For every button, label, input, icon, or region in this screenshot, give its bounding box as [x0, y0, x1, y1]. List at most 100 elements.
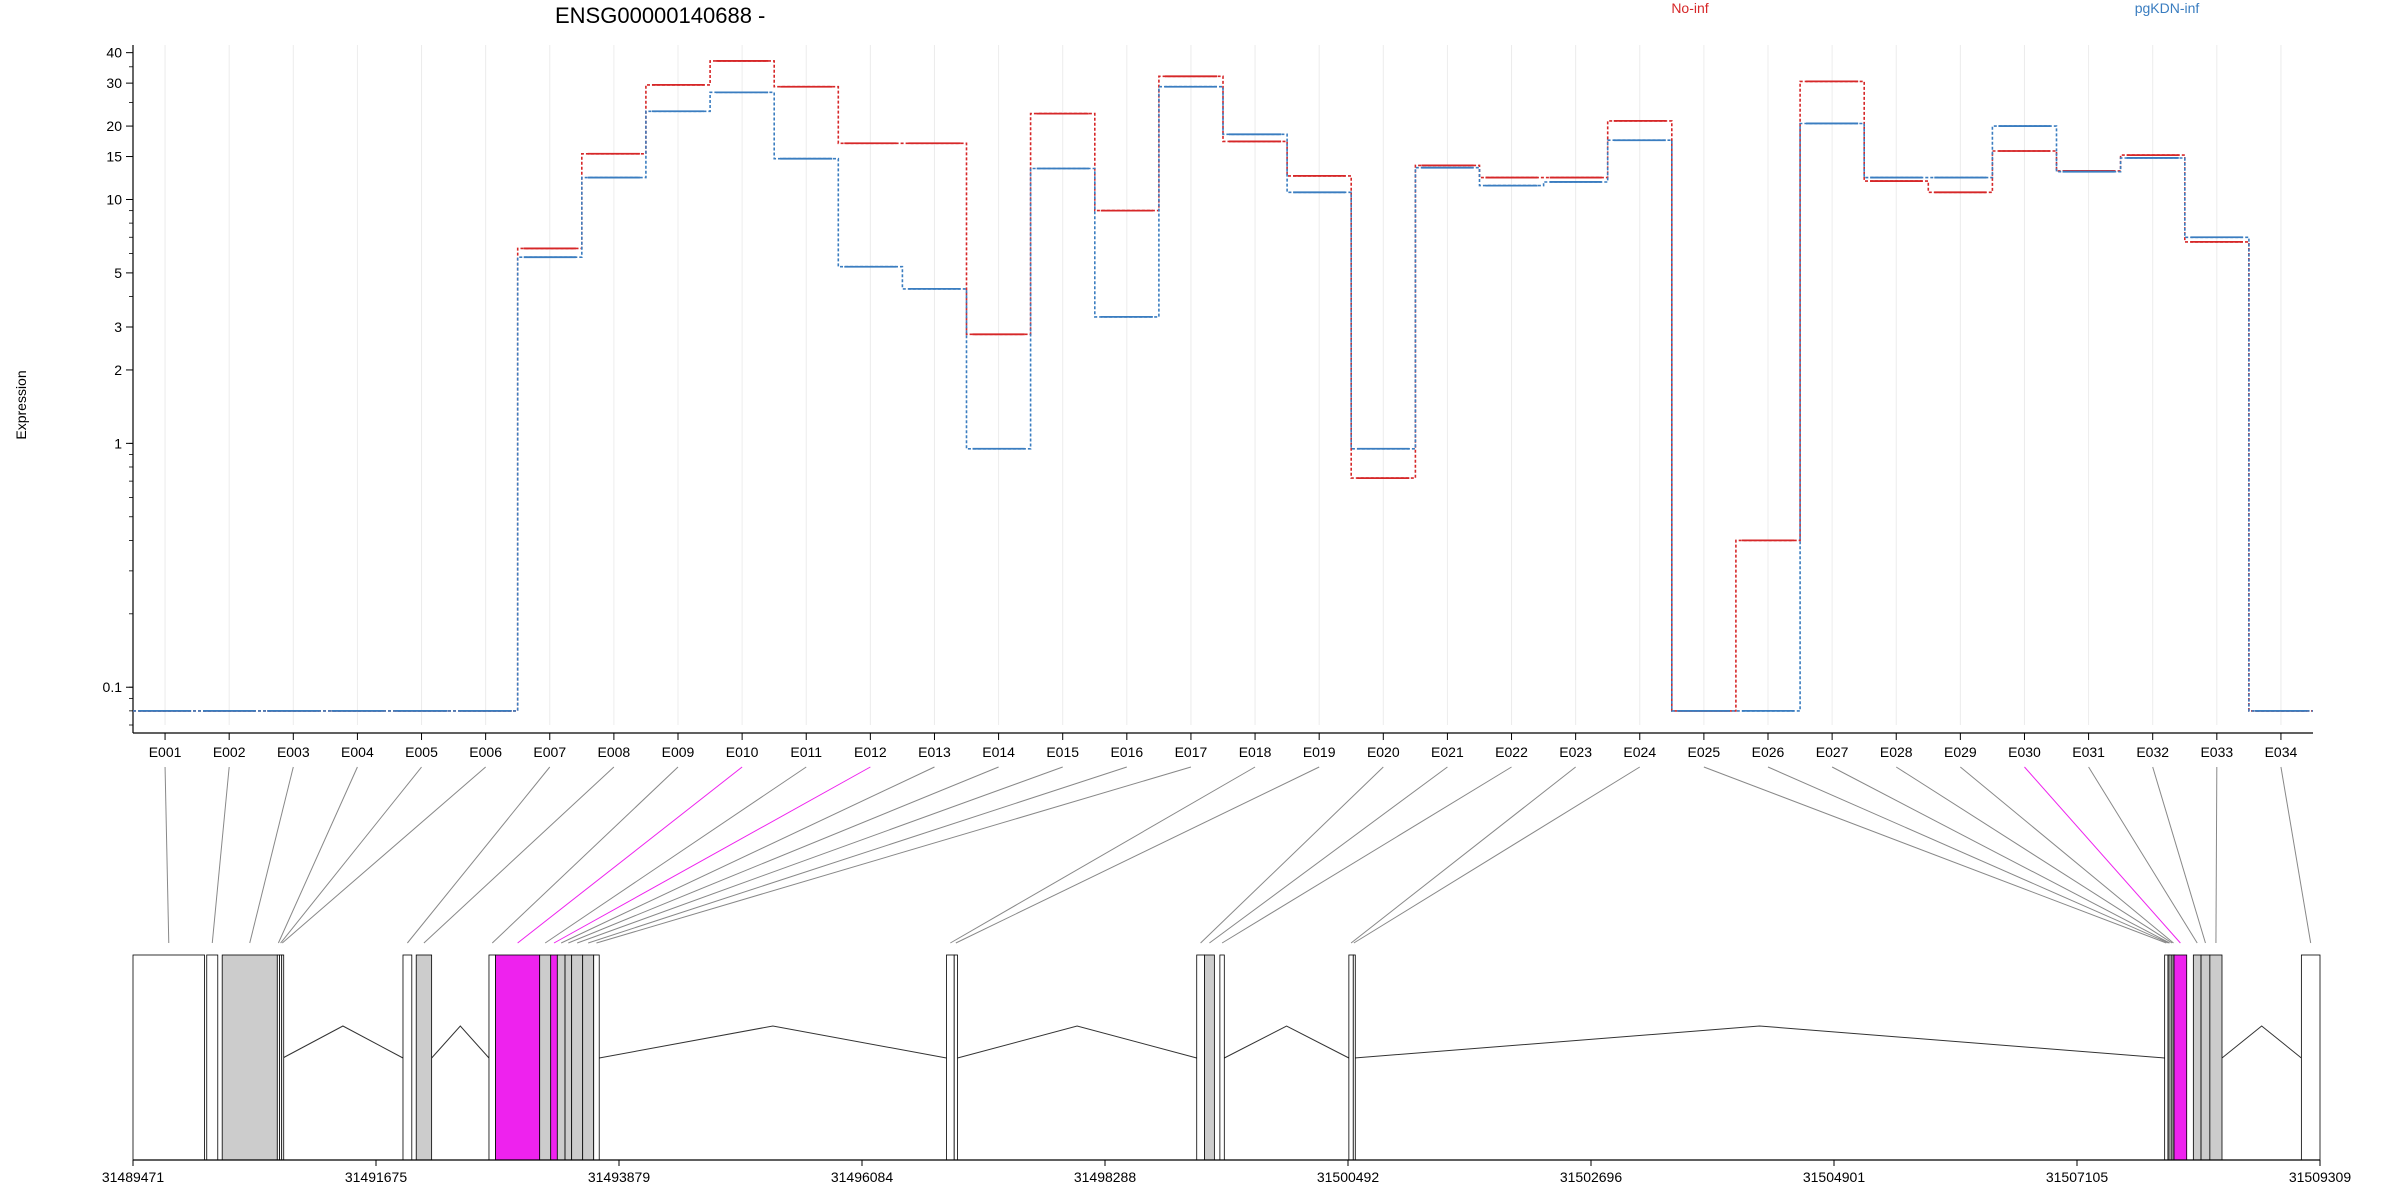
connector-E009	[491, 766, 679, 944]
exon-label: E011	[790, 744, 822, 760]
connector-E029	[1960, 766, 2174, 944]
genomic-tick-label: 31507105	[2046, 1169, 2109, 1185]
exon-label: E009	[662, 744, 695, 760]
connector-E021	[1209, 766, 1448, 944]
exon-box-E018	[946, 954, 955, 1161]
series-line	[133, 60, 2313, 712]
intron	[1224, 1025, 1350, 1059]
exon-label: E017	[1175, 744, 1208, 760]
y-tick-label: 20	[106, 118, 122, 134]
series-pgkdn-inf	[133, 85, 2313, 712]
exon-label: E033	[2200, 744, 2233, 760]
exon-label: E026	[1752, 744, 1785, 760]
connector-E017	[596, 766, 1192, 944]
exon-label: E006	[469, 744, 502, 760]
exon-box-E030	[2173, 954, 2188, 1161]
y-tick-label: 40	[106, 45, 122, 61]
exon-label: E031	[2072, 744, 2105, 760]
exon-label: E025	[1688, 744, 1721, 760]
genomic-tick-label: 31504901	[1803, 1169, 1866, 1185]
chart-title: ENSG00000140688 -	[555, 3, 765, 28]
intron	[599, 1025, 947, 1059]
exon-box-E019	[953, 954, 958, 1161]
exon-box-E006	[281, 954, 285, 1161]
exon-label: E034	[2265, 744, 2298, 760]
exon-label: E024	[1623, 744, 1656, 760]
exon-label: E013	[918, 744, 951, 760]
y-tick-label: 1	[114, 435, 122, 451]
data-series	[133, 60, 2313, 712]
exon-label: E018	[1239, 744, 1272, 760]
connector-E005	[280, 766, 422, 944]
connector-E023	[1350, 766, 1576, 944]
connector-E027	[1831, 766, 2170, 944]
connector-E020	[1200, 766, 1384, 944]
exon-box-E013	[556, 954, 566, 1161]
exon-connectors	[164, 766, 2312, 944]
connector-E008	[423, 766, 615, 944]
exon-box-E002	[206, 954, 219, 1161]
exon-box-E033	[2209, 954, 2223, 1161]
intron	[2221, 1025, 2302, 1059]
exon-box-E023	[1348, 954, 1354, 1161]
genomic-tick-label: 31489471	[102, 1169, 165, 1185]
connector-E025	[1703, 766, 2167, 944]
exon-box-E021	[1204, 954, 1215, 1161]
exon-box-E009	[488, 954, 496, 1161]
exon-box-E020	[1196, 954, 1205, 1161]
exon-label: E032	[2136, 744, 2169, 760]
genomic-tick-label: 31509309	[2289, 1169, 2352, 1185]
y-axis-label: Expression	[13, 370, 29, 439]
exon-box-E001	[132, 954, 205, 1161]
exon-label: E027	[1816, 744, 1849, 760]
intron	[431, 1025, 490, 1059]
exon-box-E022	[1219, 954, 1225, 1161]
exon-label: E001	[149, 744, 182, 760]
connector-E018	[950, 766, 1256, 944]
exon-label: E007	[533, 744, 566, 760]
connector-E032	[2152, 766, 2206, 944]
connector-E030	[2024, 766, 2181, 944]
exon-label: E010	[726, 744, 759, 760]
exon-label: E003	[277, 744, 310, 760]
connector-E024	[1353, 766, 1641, 944]
genomic-tick-label: 31493879	[588, 1169, 651, 1185]
exon-label: E014	[982, 744, 1015, 760]
exon-label: E028	[1880, 744, 1913, 760]
y-tick-label: 2	[114, 362, 122, 378]
exon-label: E016	[1110, 744, 1143, 760]
exon-label: E004	[341, 744, 374, 760]
genomic-axis: 31489471 31491675 31493879 31496084 31498288…	[102, 1159, 2352, 1185]
exon-box-E010	[495, 954, 541, 1161]
exon-box-E008	[415, 954, 433, 1161]
exon-label: E021	[1431, 744, 1464, 760]
y-tick-label: 15	[106, 149, 122, 165]
exon-label: E022	[1495, 744, 1528, 760]
connector-E003	[249, 766, 294, 944]
connector-E006	[281, 766, 486, 944]
gene-model	[132, 954, 2321, 1161]
connector-E010	[517, 766, 743, 944]
exon-label: E002	[213, 744, 246, 760]
connector-E013	[560, 766, 935, 944]
connector-E004	[277, 766, 358, 944]
y-tick-label: 0.1	[103, 679, 123, 695]
connector-E007	[407, 766, 551, 944]
y-tick-label: 10	[106, 191, 122, 207]
exon-box-E025	[2164, 954, 2169, 1161]
exon-label: E020	[1367, 744, 1400, 760]
series-no-inf	[133, 60, 2313, 712]
exon-box-E012	[550, 954, 558, 1161]
exon-labels: E001 E002 E003 E004 E005 E006 E007 E008 E009 E010…	[149, 733, 2298, 760]
intron	[957, 1025, 1197, 1059]
exon-label: E015	[1046, 744, 1079, 760]
exon-label: E023	[1559, 744, 1592, 760]
y-tick-label: 30	[106, 75, 122, 91]
connector-E031	[2088, 766, 2198, 944]
exon-label: E019	[1303, 744, 1336, 760]
connector-E019	[955, 766, 1320, 944]
exon-box-E032	[2200, 954, 2211, 1161]
connector-E011	[544, 766, 807, 944]
exon-box-E014	[564, 954, 573, 1161]
